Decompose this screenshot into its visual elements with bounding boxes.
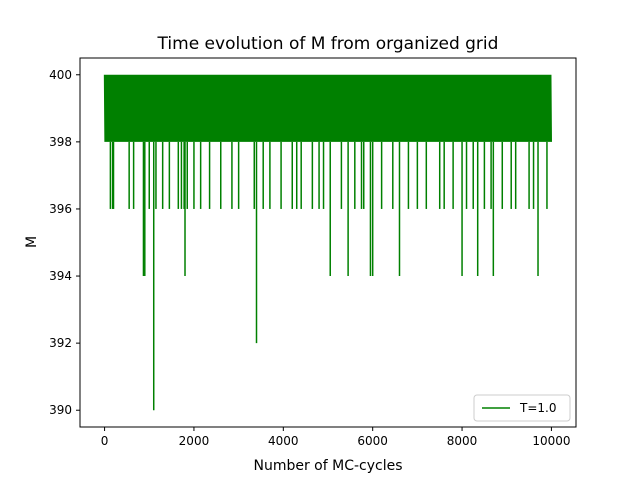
y-tick-label: 400 <box>49 68 72 82</box>
x-tick-label: 10000 <box>532 434 570 448</box>
axes-frame <box>79 57 577 428</box>
series-line-band <box>103 74 552 142</box>
y-axis-ticks: 390 392 394 396 398 400 <box>49 68 80 417</box>
x-axis-ticks: 0 2000 4000 6000 8000 10000 <box>101 427 571 448</box>
y-tick-label: 390 <box>49 403 72 417</box>
x-axis-title: Number of MC-cycles <box>253 458 402 474</box>
series-layer <box>103 74 552 411</box>
y-axis-title: M <box>24 236 40 248</box>
x-tick-label: 0 <box>101 434 109 448</box>
x-tick-label: 6000 <box>357 434 388 448</box>
y-tick-label: 396 <box>49 202 72 216</box>
legend-label: T=1.0 <box>519 401 556 415</box>
legend: T=1.0 <box>473 394 571 422</box>
y-tick-label: 394 <box>49 269 72 283</box>
x-tick-label: 4000 <box>268 434 299 448</box>
y-tick-label: 392 <box>49 336 72 350</box>
chart-title: Time evolution of M from organized grid <box>157 34 499 54</box>
y-tick-label: 398 <box>49 135 72 149</box>
x-tick-label: 2000 <box>179 434 210 448</box>
legend-box <box>473 394 571 422</box>
x-tick-label: 8000 <box>447 434 478 448</box>
